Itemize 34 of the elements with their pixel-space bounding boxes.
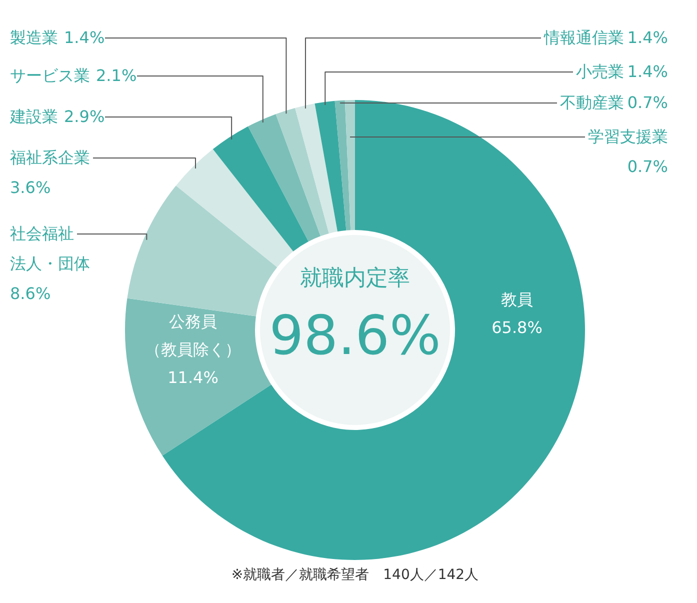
donut-slice [314, 100, 346, 232]
text: 就職内定率 [300, 266, 410, 291]
slice-label: 製造業 [10, 28, 58, 47]
data-label: 0.7% [627, 157, 668, 176]
donut-slice [276, 108, 329, 236]
data-label: 1.4% [627, 62, 668, 81]
slice-label: 福祉系企業 [10, 148, 90, 167]
data-label: 65.8% [492, 318, 542, 337]
data-label: 1.4% [627, 28, 668, 47]
donut-slice [125, 298, 272, 456]
slice-label: サービス業 [10, 66, 90, 85]
donut-slice [248, 114, 321, 242]
data-label: 2.1% [96, 66, 137, 85]
data-label: 8.6% [10, 284, 51, 303]
slice-label: 情報通信業 [543, 28, 624, 47]
text: ※就職者／就職希望者 140人／142人 [231, 567, 479, 583]
slice-label: 不動産業 [560, 93, 624, 112]
slice-label: 公務員（教員除く） [145, 312, 241, 359]
data-label: 11.4% [168, 368, 218, 387]
data-label: 0.7% [627, 93, 668, 112]
data-label: 1.4% [64, 28, 105, 47]
donut-slice [344, 100, 355, 230]
slice-label: 建設業 [9, 107, 58, 126]
donut-slice [295, 104, 338, 234]
slice-label: 教員 [501, 290, 533, 309]
donut-slice [176, 149, 294, 268]
data-label: 3.6% [10, 178, 51, 197]
slice-label: 小売業 [576, 62, 624, 81]
data-label: 2.9% [64, 107, 105, 126]
slice-label: 社会福祉法人・団体 [10, 224, 90, 273]
slice-label: 学習支援業 [588, 127, 668, 146]
donut-slice [334, 100, 351, 230]
donut-slice [212, 126, 308, 252]
text: 98.6% [269, 304, 441, 367]
